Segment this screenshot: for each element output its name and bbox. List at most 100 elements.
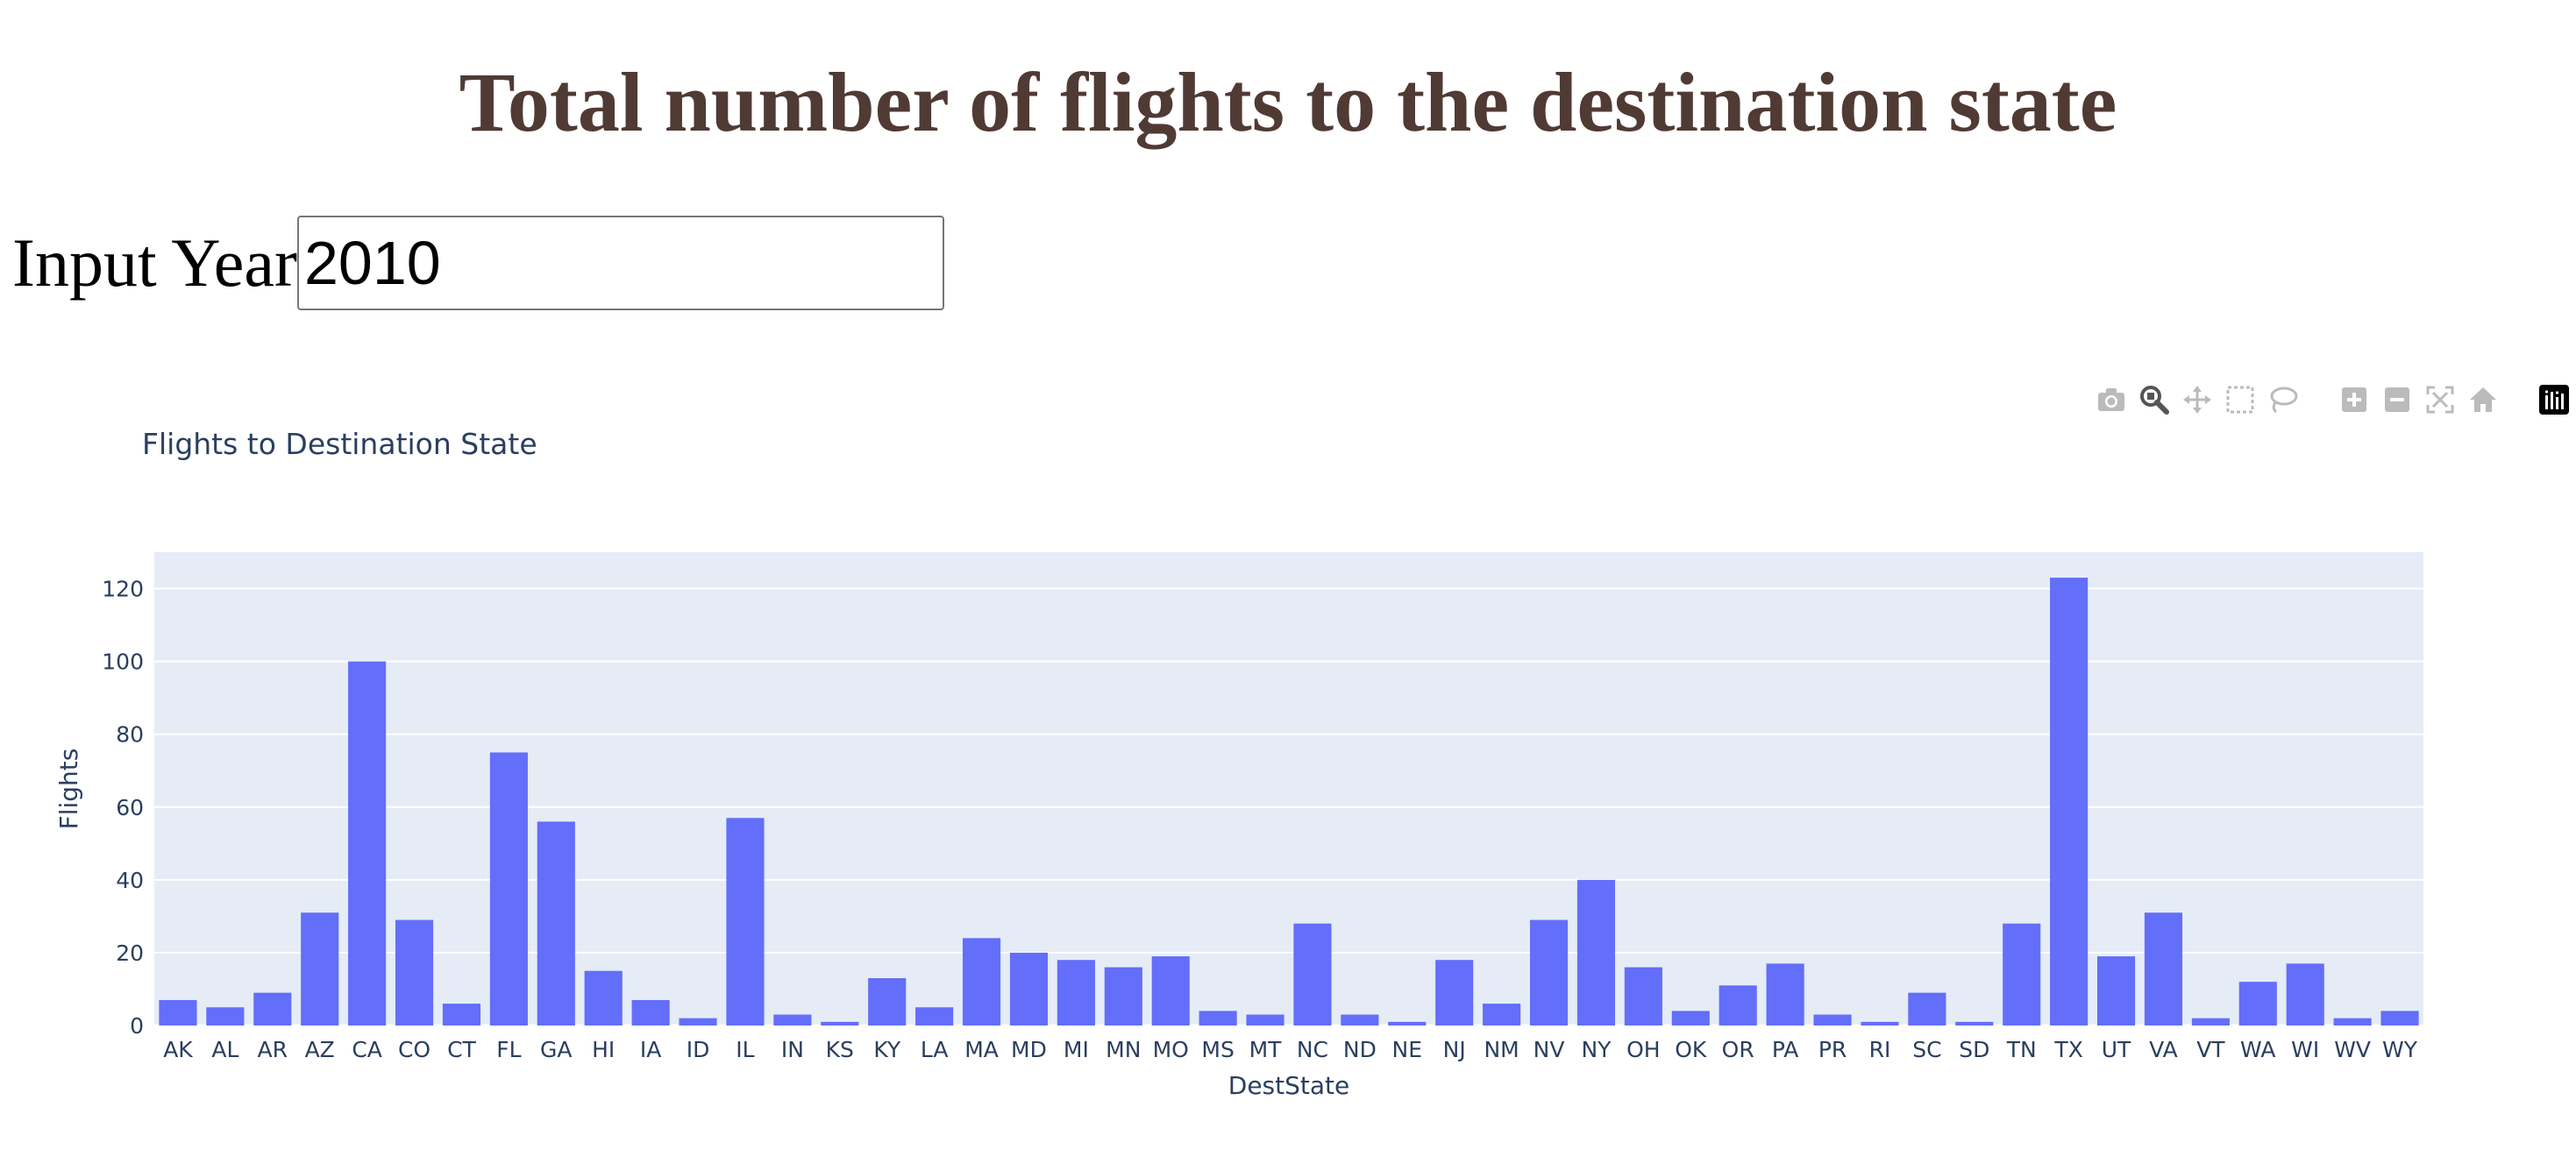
x-tick-label: NC bbox=[1297, 1037, 1328, 1062]
bar-ia[interactable] bbox=[631, 999, 670, 1026]
bars bbox=[159, 578, 2419, 1026]
bar-ri[interactable] bbox=[1861, 1021, 1899, 1026]
chart-title: Flights to Destination State bbox=[142, 427, 537, 461]
bar-or[interactable] bbox=[1719, 985, 1757, 1026]
box-select-icon bbox=[2226, 386, 2254, 414]
x-tick-label: NJ bbox=[1443, 1037, 1466, 1062]
bar-hi[interactable] bbox=[584, 970, 623, 1026]
bar-nj[interactable] bbox=[1435, 960, 1474, 1026]
zoom-in-icon bbox=[2342, 387, 2366, 412]
bar-pr[interactable] bbox=[1813, 1014, 1852, 1026]
x-tick-label: GA bbox=[540, 1037, 572, 1062]
x-tick-label: LA bbox=[921, 1037, 949, 1062]
x-tick-label: IN bbox=[781, 1037, 804, 1062]
bar-mn[interactable] bbox=[1104, 967, 1142, 1026]
bar-tn[interactable] bbox=[2003, 923, 2041, 1026]
plotly-logo-icon bbox=[2539, 385, 2569, 415]
x-tick-label: KS bbox=[826, 1037, 854, 1062]
y-tick-label: 20 bbox=[116, 940, 144, 966]
bar-mt[interactable] bbox=[1246, 1014, 1284, 1026]
bar-mi[interactable] bbox=[1057, 960, 1095, 1026]
bar-la[interactable] bbox=[915, 1007, 954, 1026]
bar-in[interactable] bbox=[773, 1014, 812, 1026]
bar-sd[interactable] bbox=[1955, 1021, 1994, 1026]
bar-mo[interactable] bbox=[1151, 956, 1190, 1026]
y-tick-label: 40 bbox=[116, 868, 144, 893]
bar-ut[interactable] bbox=[2096, 956, 2136, 1026]
bar-nd[interactable] bbox=[1341, 1014, 1379, 1026]
year-input[interactable] bbox=[297, 215, 944, 310]
bar-al[interactable] bbox=[206, 1007, 245, 1026]
plot-area[interactable] bbox=[154, 552, 2423, 1026]
y-axis-ticks: 0 20 40 60 80 100 120 bbox=[102, 577, 144, 1039]
zoom-in-button[interactable] bbox=[2338, 384, 2370, 415]
x-tick-label: OK bbox=[1675, 1037, 1707, 1062]
x-tick-label: IA bbox=[640, 1037, 661, 1062]
bar-ca[interactable] bbox=[348, 661, 387, 1026]
x-tick-label: RI bbox=[1869, 1037, 1891, 1062]
reset-axes-button[interactable] bbox=[2467, 384, 2499, 415]
bar-ak[interactable] bbox=[159, 999, 197, 1026]
plotly-logo-link[interactable] bbox=[2538, 384, 2570, 415]
x-tick-label: AZ bbox=[305, 1037, 335, 1062]
x-tick-label: NM bbox=[1484, 1037, 1519, 1062]
bar-ma[interactable] bbox=[962, 938, 1001, 1026]
zoom-out-button[interactable] bbox=[2381, 384, 2413, 415]
download-plot-button[interactable] bbox=[2096, 384, 2127, 415]
bar-wa[interactable] bbox=[2238, 982, 2277, 1026]
lasso-select-button[interactable] bbox=[2267, 384, 2299, 415]
x-tick-label: UT bbox=[2102, 1037, 2131, 1062]
bar-oh[interactable] bbox=[1624, 967, 1662, 1026]
bar-ar[interactable] bbox=[253, 992, 292, 1026]
bar-co[interactable] bbox=[395, 919, 434, 1026]
x-tick-label: MA bbox=[964, 1037, 999, 1062]
x-tick-label: AR bbox=[258, 1037, 288, 1062]
bar-va[interactable] bbox=[2144, 912, 2183, 1026]
bar-ne[interactable] bbox=[1388, 1021, 1427, 1026]
x-tick-label: IL bbox=[736, 1037, 754, 1062]
bar-vt[interactable] bbox=[2191, 1018, 2230, 1026]
lasso-select-icon bbox=[2270, 387, 2298, 414]
bar-ny[interactable] bbox=[1576, 879, 1616, 1026]
x-tick-label: MN bbox=[1106, 1037, 1141, 1062]
bar-chart: Flights to Destination State 0 20 40 60 80 10… bbox=[54, 427, 2423, 1100]
box-select-button[interactable] bbox=[2224, 384, 2256, 415]
bar-wv[interactable] bbox=[2333, 1018, 2372, 1026]
camera-icon bbox=[2098, 388, 2124, 411]
bar-id[interactable] bbox=[679, 1018, 717, 1026]
x-tick-label: NE bbox=[1392, 1037, 1423, 1062]
x-tick-label: HI bbox=[592, 1037, 615, 1062]
bar-tx[interactable] bbox=[2050, 578, 2089, 1026]
x-tick-label: NY bbox=[1581, 1037, 1612, 1062]
bar-nv[interactable] bbox=[1529, 919, 1569, 1026]
zoom-button[interactable] bbox=[2138, 384, 2170, 415]
x-tick-label: MT bbox=[1249, 1037, 1283, 1062]
x-tick-label: AL bbox=[211, 1037, 238, 1062]
autoscale-button[interactable] bbox=[2424, 384, 2456, 415]
bar-nm[interactable] bbox=[1483, 1004, 1521, 1026]
pan-button[interactable] bbox=[2181, 384, 2213, 415]
bar-wy[interactable] bbox=[2380, 1011, 2419, 1026]
x-tick-label: CT bbox=[447, 1037, 476, 1062]
bar-md[interactable] bbox=[1009, 952, 1049, 1026]
bar-ga[interactable] bbox=[537, 821, 575, 1026]
bar-wi[interactable] bbox=[2286, 963, 2324, 1026]
year-input-row: Input Year bbox=[12, 212, 944, 313]
bar-pa[interactable] bbox=[1766, 963, 1804, 1026]
bar-ok[interactable] bbox=[1671, 1011, 1710, 1026]
x-axis-ticks: AK AL AR AZ CA CO CT FL GA HI IA ID IL IN KS KY LA MA MD MI… bbox=[163, 1037, 2418, 1062]
bar-az[interactable] bbox=[301, 912, 339, 1026]
zoom-out-icon bbox=[2385, 387, 2409, 412]
y-tick-label: 120 bbox=[102, 577, 144, 602]
bar-ky[interactable] bbox=[868, 978, 907, 1026]
bar-il[interactable] bbox=[726, 818, 765, 1026]
bar-fl[interactable] bbox=[489, 752, 528, 1026]
x-tick-label: PA bbox=[1772, 1037, 1799, 1062]
bar-sc[interactable] bbox=[1908, 992, 1946, 1026]
bar-ct[interactable] bbox=[442, 1004, 481, 1026]
x-tick-label: WI bbox=[2291, 1037, 2319, 1062]
chart-modebar bbox=[2096, 384, 2576, 415]
bar-ms[interactable] bbox=[1199, 1011, 1237, 1026]
bar-ks[interactable] bbox=[821, 1021, 859, 1026]
bar-nc[interactable] bbox=[1293, 923, 1332, 1026]
